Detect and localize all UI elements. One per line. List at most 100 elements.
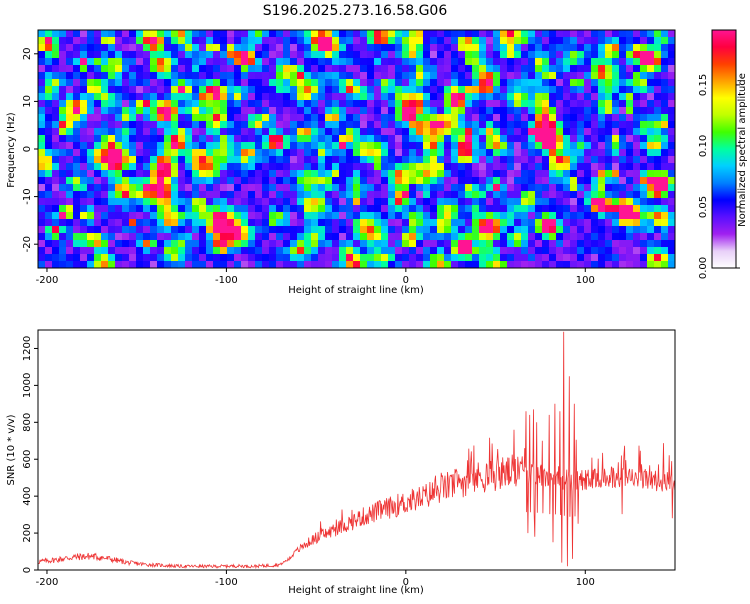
heatmap-cell bbox=[423, 100, 431, 108]
heatmap-cell bbox=[451, 247, 459, 255]
heatmap-cell bbox=[437, 177, 445, 185]
heatmap-cell bbox=[465, 58, 473, 66]
heatmap-cell bbox=[171, 226, 179, 234]
heatmap-cell bbox=[262, 44, 270, 52]
heatmap-cell bbox=[143, 254, 151, 262]
heatmap-cell bbox=[619, 100, 627, 108]
heatmap-cell bbox=[66, 198, 74, 206]
heatmap-cell bbox=[52, 184, 60, 192]
heatmap-cell bbox=[129, 191, 137, 199]
heatmap-cell bbox=[542, 114, 550, 122]
heatmap-cell bbox=[619, 177, 627, 185]
heatmap-cell bbox=[633, 226, 641, 234]
heatmap-cell bbox=[465, 240, 473, 248]
heatmap-cell bbox=[479, 58, 487, 66]
heatmap-cell bbox=[325, 51, 333, 59]
heatmap-cell bbox=[591, 30, 599, 38]
heatmap-cell bbox=[185, 233, 193, 241]
heatmap-cell bbox=[661, 128, 669, 136]
heatmap-cell bbox=[612, 100, 620, 108]
heatmap-cell bbox=[38, 44, 46, 52]
heatmap-cell bbox=[101, 149, 109, 157]
heatmap-cell bbox=[626, 86, 634, 94]
heatmap-cell bbox=[458, 170, 466, 178]
heatmap-cell bbox=[395, 205, 403, 213]
heatmap-cell bbox=[157, 93, 165, 101]
heatmap-cell bbox=[227, 79, 235, 87]
heatmap-cell bbox=[654, 156, 662, 164]
heatmap-cell bbox=[668, 177, 675, 185]
heatmap-cell bbox=[234, 86, 242, 94]
heatmap-cell bbox=[521, 30, 529, 38]
heatmap-cell bbox=[108, 233, 116, 241]
heatmap-cell bbox=[668, 233, 675, 241]
heatmap-cell bbox=[577, 240, 585, 248]
heatmap-cell bbox=[633, 128, 641, 136]
heatmap-cell bbox=[577, 51, 585, 59]
heatmap-cell bbox=[668, 121, 675, 129]
heatmap-cell bbox=[157, 177, 165, 185]
heatmap-cell bbox=[311, 247, 319, 255]
heatmap-cell bbox=[185, 37, 193, 45]
heatmap-cell bbox=[535, 163, 543, 171]
heatmap-cell bbox=[143, 51, 151, 59]
heatmap-cell bbox=[668, 142, 675, 150]
heatmap-x-tick-label: 100 bbox=[576, 275, 595, 286]
heatmap-cell bbox=[367, 107, 375, 115]
heatmap-cell bbox=[101, 170, 109, 178]
heatmap-cell bbox=[171, 170, 179, 178]
heatmap-cell bbox=[591, 100, 599, 108]
heatmap-cell bbox=[325, 93, 333, 101]
heatmap-cell bbox=[339, 233, 347, 241]
heatmap-cell bbox=[332, 58, 340, 66]
colorbar-tick-label: 0.15 bbox=[698, 74, 709, 96]
heatmap-cell bbox=[87, 254, 95, 262]
heatmap-cell bbox=[584, 233, 592, 241]
heatmap-cell bbox=[479, 156, 487, 164]
heatmap-cell bbox=[423, 198, 431, 206]
heatmap-cell bbox=[500, 205, 508, 213]
heatmap-cell bbox=[108, 100, 116, 108]
heatmap-cell bbox=[570, 177, 578, 185]
heatmap-cell bbox=[206, 170, 214, 178]
heatmap-cell bbox=[122, 212, 130, 220]
heatmap-cell bbox=[493, 44, 501, 52]
heatmap-cell bbox=[234, 170, 242, 178]
heatmap-cell bbox=[283, 65, 291, 73]
heatmap-cell bbox=[136, 261, 144, 268]
heatmap-cell bbox=[444, 65, 452, 73]
heatmap-cell bbox=[304, 212, 312, 220]
heatmap-cell bbox=[66, 177, 74, 185]
heatmap-cell bbox=[311, 184, 319, 192]
heatmap-cell bbox=[409, 177, 417, 185]
heatmap-cell bbox=[353, 163, 361, 171]
heatmap-cell bbox=[206, 149, 214, 157]
heatmap-cell bbox=[115, 100, 123, 108]
heatmap-cell bbox=[38, 219, 46, 227]
heatmap-cell bbox=[164, 177, 172, 185]
heatmap-cell bbox=[584, 205, 592, 213]
heatmap-cell bbox=[143, 205, 151, 213]
heatmap-cell bbox=[178, 163, 186, 171]
heatmap-cell bbox=[59, 219, 67, 227]
heatmap-cell bbox=[619, 170, 627, 178]
heatmap-cell bbox=[45, 107, 53, 115]
heatmap-cell bbox=[423, 226, 431, 234]
heatmap-cell bbox=[668, 240, 675, 248]
heatmap-cell bbox=[318, 163, 326, 171]
heatmap-cell bbox=[423, 233, 431, 241]
heatmap-cell bbox=[514, 58, 522, 66]
heatmap-cell bbox=[444, 149, 452, 157]
heatmap-cell bbox=[206, 65, 214, 73]
heatmap-cell bbox=[486, 205, 494, 213]
heatmap-cell bbox=[290, 58, 298, 66]
heatmap-cell bbox=[66, 156, 74, 164]
heatmap-cell bbox=[633, 114, 641, 122]
heatmap-cell bbox=[276, 177, 284, 185]
heatmap-cell bbox=[402, 191, 410, 199]
heatmap-cell bbox=[423, 254, 431, 262]
heatmap-cell bbox=[647, 212, 655, 220]
heatmap-cell bbox=[290, 121, 298, 129]
heatmap-cell bbox=[619, 163, 627, 171]
heatmap-cell bbox=[402, 121, 410, 129]
